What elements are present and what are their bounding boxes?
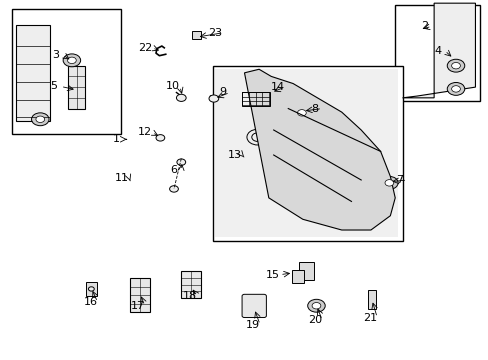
Text: 19: 19 [245,320,259,330]
Text: 2: 2 [420,21,427,31]
Bar [68,66,85,109]
Circle shape [451,63,459,69]
FancyBboxPatch shape [215,69,397,237]
Text: 4: 4 [433,46,440,56]
Text: 10: 10 [165,81,179,91]
Circle shape [208,95,218,102]
Text: 1: 1 [113,134,120,144]
Circle shape [88,287,94,291]
Text: 21: 21 [362,312,376,323]
Bar [192,31,201,39]
FancyBboxPatch shape [12,9,120,134]
Circle shape [67,57,76,64]
Bar [242,92,270,106]
Bar [291,270,304,283]
Text: 22: 22 [138,43,152,53]
Circle shape [251,133,263,141]
FancyBboxPatch shape [394,5,479,102]
Circle shape [451,86,459,92]
Text: 3: 3 [52,50,59,60]
FancyBboxPatch shape [16,24,50,121]
Bar [367,290,375,310]
Bar [299,262,313,280]
Circle shape [311,302,320,309]
Text: 14: 14 [270,82,284,92]
Circle shape [292,107,310,119]
Text: 8: 8 [311,104,318,113]
Circle shape [447,59,464,72]
FancyBboxPatch shape [242,294,266,318]
Circle shape [31,113,49,126]
Text: 18: 18 [183,291,197,301]
Bar [130,278,149,312]
Circle shape [176,94,186,102]
Circle shape [36,116,44,122]
Circle shape [307,299,325,312]
Text: 6: 6 [170,165,177,175]
Circle shape [297,110,305,116]
Circle shape [246,129,268,145]
Circle shape [380,176,397,189]
Text: 23: 23 [208,28,222,38]
Text: 13: 13 [227,150,241,160]
Circle shape [447,82,464,95]
Polygon shape [402,3,474,98]
Circle shape [177,159,185,165]
Text: 9: 9 [219,87,226,98]
Circle shape [169,186,178,192]
Text: 12: 12 [138,127,152,138]
Text: 15: 15 [265,270,279,280]
Circle shape [63,54,81,67]
Polygon shape [244,69,394,230]
Text: 20: 20 [307,315,322,325]
Text: 16: 16 [83,297,97,307]
Text: 11: 11 [115,173,129,183]
Bar [181,271,201,298]
Circle shape [156,135,164,141]
Text: 17: 17 [130,301,144,311]
Text: 7: 7 [396,175,403,185]
FancyBboxPatch shape [212,66,402,241]
Circle shape [384,180,393,186]
Bar [86,282,97,296]
Text: 5: 5 [50,81,57,91]
